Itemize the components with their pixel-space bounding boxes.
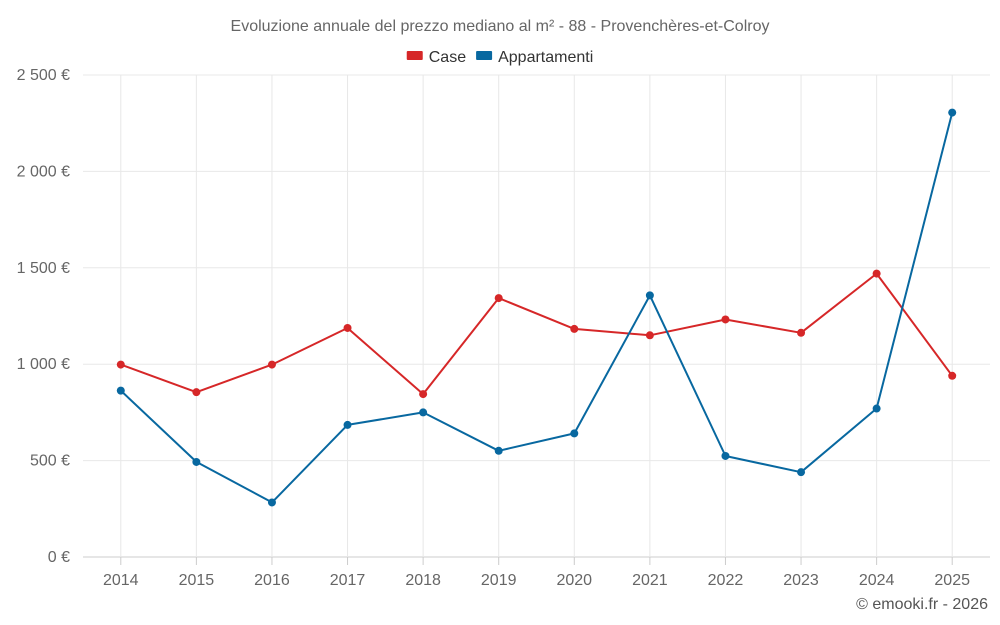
chart-title: Evoluzione annuale del prezzo mediano al… [231, 18, 770, 35]
legend-swatch [406, 51, 423, 60]
x-tick-label: 2014 [103, 572, 139, 589]
data-point-case[interactable] [116, 360, 125, 369]
x-tick-label: 2020 [556, 572, 592, 589]
data-point-appartamenti[interactable] [494, 446, 503, 455]
data-point-case[interactable] [343, 323, 352, 332]
series-line-case [120, 272, 954, 396]
data-point-case[interactable] [570, 324, 579, 333]
data-point-case[interactable] [192, 388, 201, 397]
x-tick-label: 2019 [481, 572, 517, 589]
series-layer [116, 108, 957, 507]
x-tick-label: 2023 [783, 572, 819, 589]
x-tick-label: 2022 [708, 572, 744, 589]
legend-label: Appartamenti [498, 49, 593, 66]
series-line-appartamenti [120, 112, 954, 504]
data-point-appartamenti[interactable] [872, 404, 881, 413]
data-point-appartamenti[interactable] [116, 386, 125, 395]
y-tick-label: 1 000 € [17, 356, 70, 373]
data-point-appartamenti[interactable] [948, 108, 957, 117]
data-point-appartamenti[interactable] [721, 451, 730, 460]
y-tick-label: 2 000 € [17, 163, 70, 180]
data-point-appartamenti[interactable] [645, 291, 654, 300]
legend-swatch [476, 51, 493, 60]
data-point-case[interactable] [419, 390, 428, 399]
x-tick-label: 2015 [179, 572, 215, 589]
data-point-appartamenti[interactable] [570, 429, 579, 438]
legend-item-appartamenti[interactable]: Appartamenti [476, 49, 593, 66]
series-appartamenti [116, 108, 957, 507]
x-tick-label: 2021 [632, 572, 668, 589]
x-tick-label: 2017 [330, 572, 366, 589]
data-point-case[interactable] [645, 331, 654, 340]
data-point-appartamenti[interactable] [192, 457, 201, 466]
y-tick-label: 0 € [48, 549, 70, 566]
y-tick-label: 2 500 € [17, 67, 70, 84]
legend: Case Appartamenti [406, 49, 593, 66]
data-point-appartamenti[interactable] [343, 420, 352, 429]
data-point-appartamenti[interactable] [797, 468, 806, 477]
legend-label: Case [429, 49, 466, 66]
credit-label: © emooki.fr - 2026 [856, 596, 988, 613]
data-point-case[interactable] [267, 360, 276, 369]
y-tick-label: 1 500 € [17, 260, 70, 277]
x-axis-ticks: 2014 2015 2016 2017 2018 2019 2020 2021 2022 2023… [103, 572, 970, 589]
data-point-appartamenti[interactable] [419, 408, 428, 417]
data-point-case[interactable] [797, 328, 806, 337]
legend-item-case[interactable]: Case [406, 49, 466, 66]
series-case [116, 269, 957, 399]
data-point-case[interactable] [948, 371, 957, 380]
data-point-case[interactable] [872, 269, 881, 278]
x-tick-label: 2018 [405, 572, 441, 589]
x-gridlines [120, 75, 953, 565]
x-tick-label: 2025 [934, 572, 970, 589]
y-gridlines [83, 74, 990, 558]
data-point-case[interactable] [494, 294, 503, 303]
y-axis-ticks: 0 € 500 € 1 000 € 1 500 € 2 000 € 2 500 € [17, 67, 70, 566]
data-point-appartamenti[interactable] [267, 498, 276, 507]
data-point-case[interactable] [721, 315, 730, 324]
x-tick-label: 2024 [859, 572, 895, 589]
y-tick-label: 500 € [30, 453, 70, 470]
x-tick-label: 2016 [254, 572, 290, 589]
